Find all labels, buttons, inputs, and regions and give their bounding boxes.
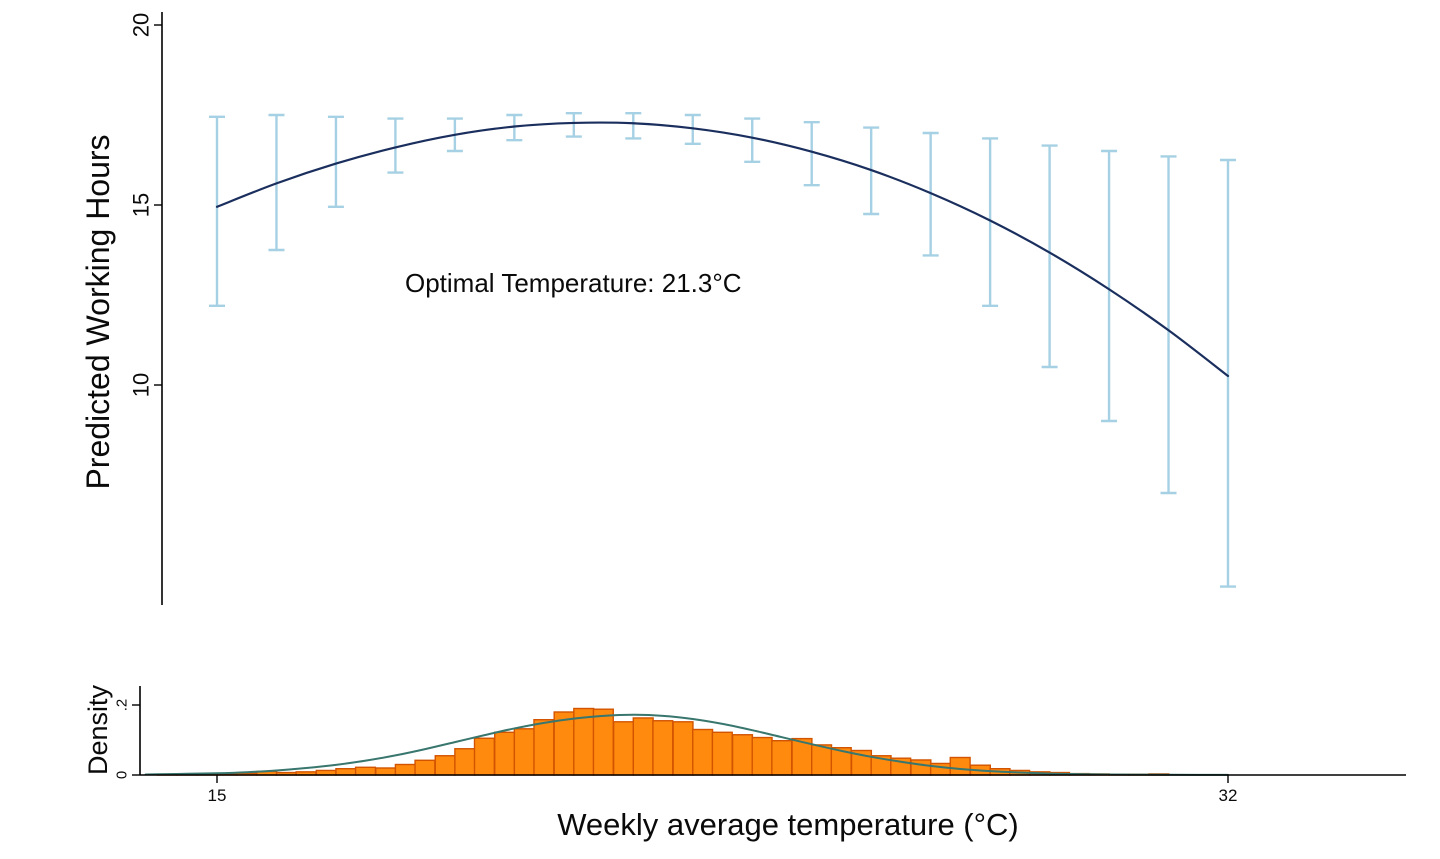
histogram-bar bbox=[711, 731, 733, 776]
density-tick-label-02: .2 bbox=[114, 699, 131, 712]
histogram-bar bbox=[454, 748, 476, 776]
histogram-bar bbox=[811, 744, 833, 776]
histogram-bar bbox=[473, 737, 496, 776]
x-axis-title: Weekly average temperature (°C) bbox=[557, 807, 1019, 842]
histogram-bar bbox=[692, 728, 714, 776]
fitted-line bbox=[215, 121, 1230, 378]
histogram-bar bbox=[592, 708, 614, 776]
histogram-bar bbox=[394, 763, 416, 776]
y-tick-label-10: 10 bbox=[129, 373, 154, 397]
optimal-temperature-annotation: Optimal Temperature: 21.3°C bbox=[405, 268, 742, 298]
histogram-bar bbox=[494, 731, 516, 776]
y-tick-label-20: 20 bbox=[129, 13, 154, 37]
y-tick-label-15: 15 bbox=[129, 193, 154, 217]
histogram-bar bbox=[731, 734, 754, 776]
kde-curve bbox=[144, 713, 1229, 776]
histogram-bar bbox=[771, 739, 793, 776]
histogram-bar bbox=[434, 755, 456, 776]
histogram-bar bbox=[632, 717, 654, 776]
density-chart: .2 0 Density 15 32 Weekly average temper… bbox=[83, 684, 1406, 842]
histogram-bar bbox=[414, 759, 436, 776]
confidence-interval-group bbox=[209, 111, 1236, 588]
histogram-bar bbox=[929, 762, 952, 776]
density-tick-label-0: 0 bbox=[114, 771, 131, 779]
histogram-bar bbox=[335, 767, 357, 776]
histogram-bar bbox=[513, 728, 535, 776]
histogram-bar bbox=[751, 736, 773, 776]
histogram-bar bbox=[612, 721, 635, 776]
density-axis-title: Density bbox=[83, 684, 113, 775]
x-tick-label-15: 15 bbox=[208, 786, 227, 805]
predicted-hours-chart: 20 15 10 Predicted Working Hours Optimal… bbox=[80, 12, 1236, 605]
histogram-bar bbox=[910, 759, 932, 776]
x-tick-label-32: 32 bbox=[1219, 786, 1238, 805]
histogram-bar bbox=[354, 766, 377, 776]
histogram-bar bbox=[375, 767, 397, 776]
histogram-bar bbox=[652, 720, 674, 776]
y-axis-title: Predicted Working Hours bbox=[80, 134, 116, 489]
histogram-bar bbox=[533, 718, 555, 776]
histogram-bar bbox=[949, 756, 971, 776]
histogram-bars-group bbox=[156, 707, 1170, 776]
histogram-bar bbox=[672, 721, 694, 776]
